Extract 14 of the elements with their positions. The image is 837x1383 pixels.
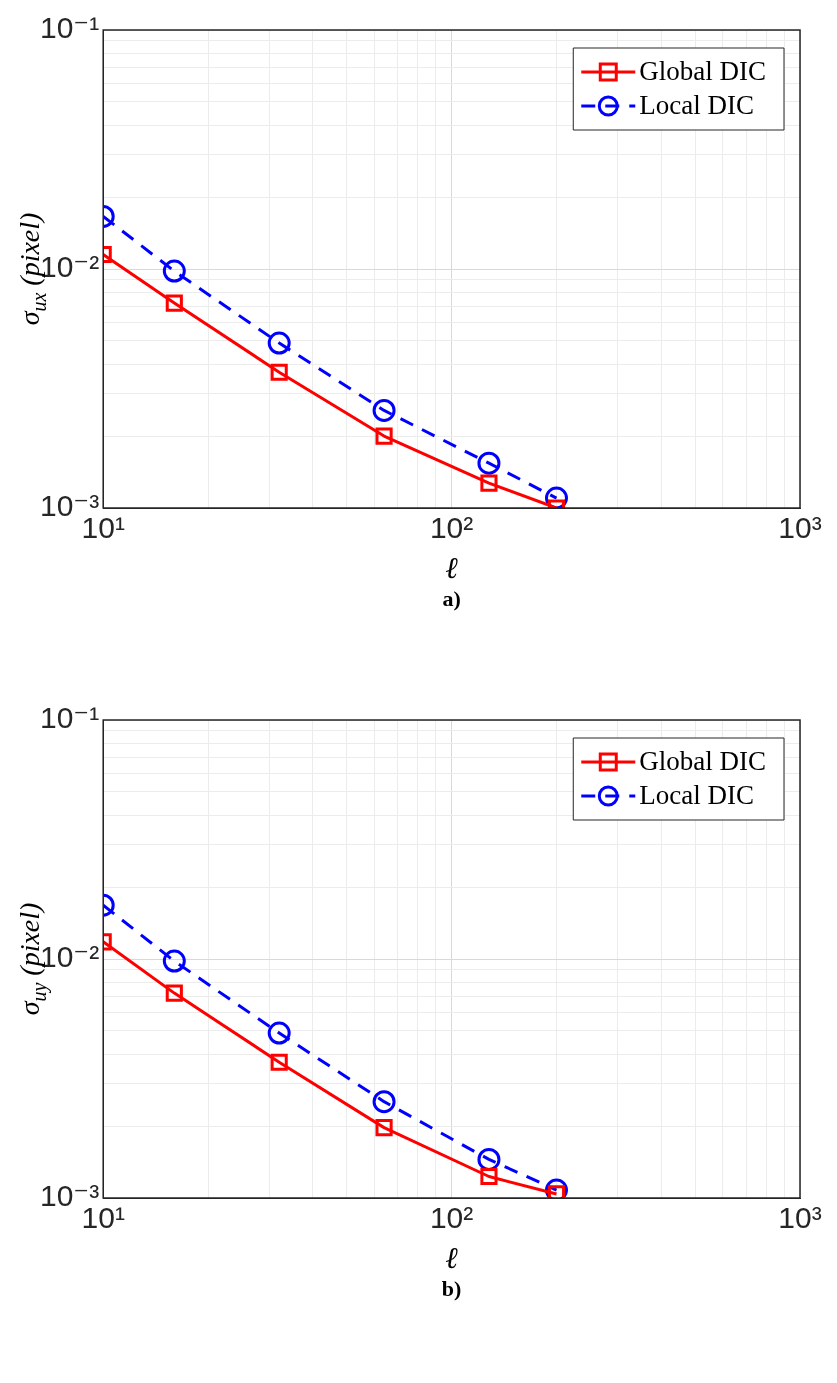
legend-label: Local DIC bbox=[639, 780, 754, 811]
y-tick-label: 10⁻¹ bbox=[39, 701, 100, 735]
x-axis-title: ℓ bbox=[445, 550, 459, 584]
legend-label: Global DIC bbox=[639, 746, 766, 777]
legend-label: Local DIC bbox=[639, 90, 754, 121]
x-tick-label: 10² bbox=[429, 1201, 474, 1235]
x-axis-title: ℓ bbox=[445, 1240, 459, 1274]
x-tick-label: 10² bbox=[429, 511, 474, 545]
x-tick-label: 10³ bbox=[778, 1201, 822, 1235]
text: b) bbox=[441, 1275, 462, 1301]
y-tick-label: 10⁻¹ bbox=[39, 11, 100, 45]
text: a) bbox=[442, 585, 461, 611]
legend-label: Global DIC bbox=[639, 56, 766, 87]
x-tick-label: 10³ bbox=[778, 511, 822, 545]
